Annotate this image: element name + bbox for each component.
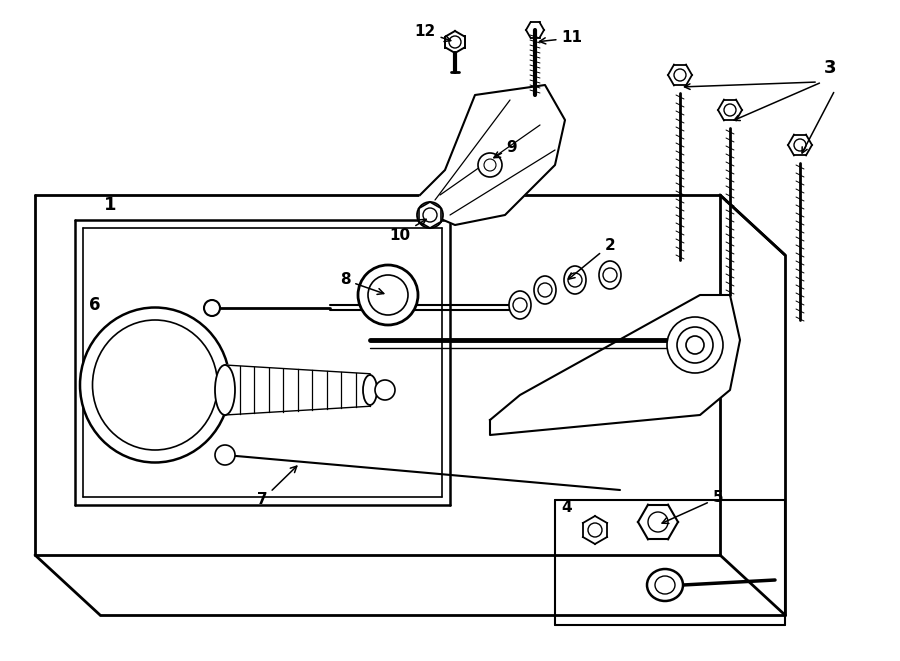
Ellipse shape (509, 291, 531, 319)
Text: 9: 9 (494, 139, 518, 158)
Circle shape (449, 36, 461, 48)
Circle shape (478, 153, 502, 177)
Ellipse shape (599, 261, 621, 289)
Ellipse shape (363, 375, 377, 405)
Circle shape (204, 300, 220, 316)
Circle shape (215, 445, 235, 465)
Text: 5: 5 (662, 490, 724, 524)
Circle shape (674, 69, 686, 81)
Text: 12: 12 (414, 24, 451, 42)
Ellipse shape (534, 276, 556, 304)
Text: 3: 3 (824, 59, 836, 77)
Text: 2: 2 (569, 237, 616, 279)
Circle shape (417, 202, 443, 228)
Ellipse shape (647, 569, 683, 601)
Circle shape (677, 327, 713, 363)
Circle shape (423, 208, 437, 222)
Text: 8: 8 (339, 272, 383, 294)
Polygon shape (225, 365, 370, 415)
Ellipse shape (655, 576, 675, 594)
Circle shape (794, 139, 806, 151)
Polygon shape (490, 295, 740, 435)
Circle shape (667, 317, 723, 373)
Ellipse shape (564, 266, 586, 294)
Polygon shape (420, 85, 565, 225)
Circle shape (368, 275, 408, 315)
Text: 4: 4 (562, 500, 572, 516)
Text: 10: 10 (390, 219, 427, 243)
Ellipse shape (215, 365, 235, 415)
Circle shape (588, 523, 602, 537)
Circle shape (648, 512, 668, 532)
Circle shape (724, 104, 736, 116)
Text: 7: 7 (256, 466, 297, 508)
Text: 6: 6 (89, 296, 101, 314)
Text: 1: 1 (104, 196, 116, 214)
Circle shape (375, 380, 395, 400)
Ellipse shape (80, 307, 230, 463)
Text: 11: 11 (539, 30, 582, 46)
Circle shape (358, 265, 418, 325)
Circle shape (686, 336, 704, 354)
